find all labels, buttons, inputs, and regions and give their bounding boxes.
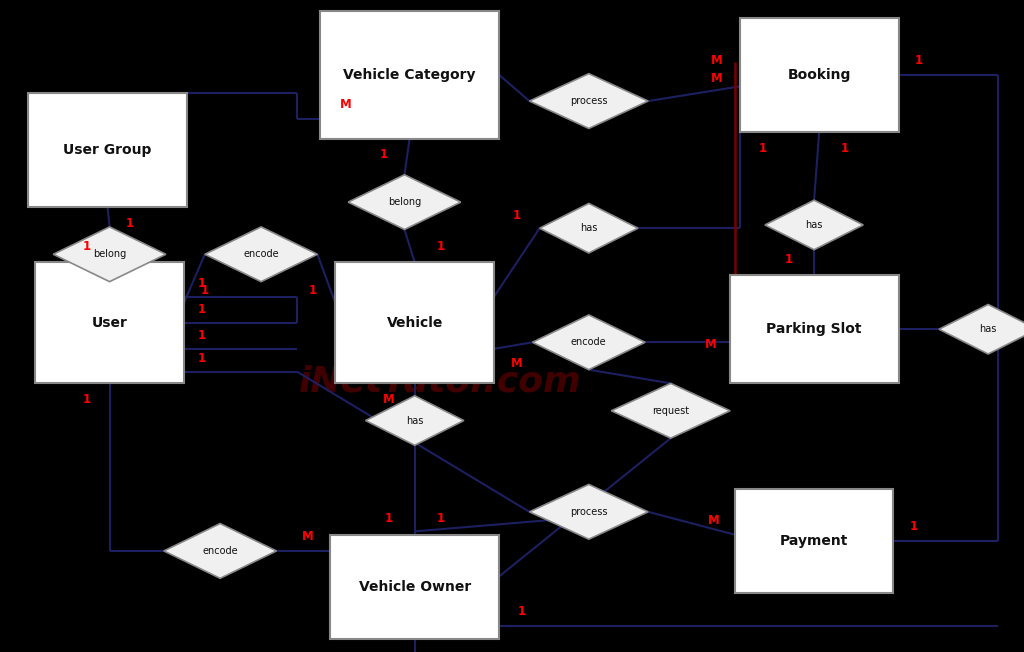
Text: 1: 1 [915, 54, 923, 67]
Text: 1: 1 [518, 605, 525, 618]
Polygon shape [611, 383, 730, 438]
Text: 1: 1 [436, 512, 444, 525]
Text: belong: belong [388, 197, 421, 207]
Text: has: has [581, 223, 597, 233]
FancyBboxPatch shape [735, 489, 893, 593]
Polygon shape [540, 203, 638, 253]
Text: belong: belong [93, 249, 126, 259]
Text: Vehicle: Vehicle [386, 316, 443, 330]
Text: 1: 1 [199, 277, 206, 290]
Polygon shape [765, 200, 863, 250]
Polygon shape [529, 484, 648, 539]
Text: 1: 1 [841, 142, 849, 155]
Text: 1: 1 [385, 512, 393, 525]
Text: 1: 1 [199, 329, 206, 342]
FancyBboxPatch shape [330, 535, 500, 639]
Text: process: process [570, 96, 607, 106]
Text: 1: 1 [201, 284, 208, 297]
Text: 1: 1 [83, 393, 91, 406]
FancyBboxPatch shape [739, 18, 899, 132]
Text: 1: 1 [309, 284, 316, 297]
Text: 1: 1 [380, 149, 388, 161]
Text: encode: encode [244, 249, 279, 259]
FancyBboxPatch shape [729, 275, 899, 383]
Text: has: has [980, 324, 996, 334]
Text: User Group: User Group [63, 143, 152, 157]
FancyBboxPatch shape [35, 263, 184, 383]
Text: has: has [806, 220, 822, 230]
Polygon shape [939, 304, 1024, 354]
Text: 1: 1 [436, 240, 444, 252]
Text: M: M [383, 393, 395, 406]
Text: 1: 1 [910, 520, 918, 533]
Text: M: M [511, 357, 522, 370]
Text: encode: encode [571, 337, 606, 348]
Polygon shape [205, 227, 317, 282]
Text: 1: 1 [513, 209, 521, 222]
Text: 1: 1 [199, 303, 206, 316]
Text: Vehicle Owner: Vehicle Owner [358, 580, 471, 594]
Polygon shape [532, 315, 645, 370]
FancyBboxPatch shape [319, 12, 500, 139]
Polygon shape [53, 227, 166, 282]
Polygon shape [348, 175, 461, 230]
Text: M: M [340, 98, 351, 111]
Text: 1: 1 [199, 352, 206, 365]
Text: Vehicle Category: Vehicle Category [343, 68, 476, 82]
Text: M: M [302, 530, 313, 543]
Text: request: request [652, 406, 689, 416]
Text: M: M [709, 514, 720, 527]
Text: Payment: Payment [780, 534, 848, 548]
FancyBboxPatch shape [28, 93, 186, 207]
FancyBboxPatch shape [336, 263, 495, 383]
Text: 1: 1 [83, 240, 91, 252]
Text: 1: 1 [126, 217, 134, 230]
Text: M: M [711, 72, 722, 85]
Text: M: M [711, 54, 722, 67]
Text: encode: encode [203, 546, 238, 556]
Polygon shape [529, 74, 648, 128]
Text: iNetTutor.com: iNetTutor.com [299, 364, 582, 398]
Text: 1: 1 [759, 142, 766, 155]
Polygon shape [164, 524, 276, 578]
Text: Booking: Booking [787, 68, 851, 82]
Text: M: M [706, 338, 717, 351]
Text: 1: 1 [784, 253, 793, 265]
Text: has: has [407, 415, 423, 426]
Text: process: process [570, 507, 607, 517]
Text: Parking Slot: Parking Slot [766, 322, 862, 336]
Polygon shape [366, 396, 464, 445]
Text: User: User [91, 316, 128, 330]
